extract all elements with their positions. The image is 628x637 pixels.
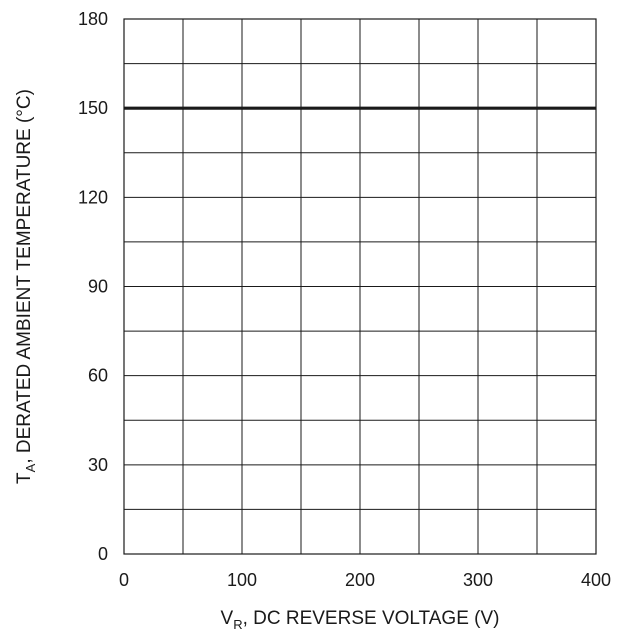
x-axis-subscript: R (233, 617, 242, 632)
y-axis-subscript: A (23, 463, 38, 472)
y-axis-text: , DERATED AMBIENT TEMPERATURE (°C) (14, 89, 35, 464)
x-tick-label: 200 (345, 570, 375, 590)
y-tick-label: 180 (78, 9, 108, 29)
y-axis-title: TA, DERATED AMBIENT TEMPERATURE (°C) (14, 89, 38, 484)
x-axis-symbol: V (221, 608, 234, 629)
x-tick-label: 300 (463, 570, 493, 590)
y-tick-label: 30 (88, 455, 108, 475)
y-axis-symbol: T (14, 472, 35, 484)
x-tick-label: 100 (227, 570, 257, 590)
x-axis-text: , DC REVERSE VOLTAGE (V) (243, 608, 500, 629)
x-tick-label: 400 (581, 570, 611, 590)
y-tick-label: 60 (88, 366, 108, 386)
y-tick-label: 90 (88, 277, 108, 297)
x-tick-label: 0 (119, 570, 129, 590)
plot-frame (123, 18, 597, 555)
y-tick-label: 0 (98, 544, 108, 564)
grid (124, 19, 596, 554)
y-tick-label: 150 (78, 98, 108, 118)
x-axis-title: VR, DC REVERSE VOLTAGE (V) (221, 608, 500, 632)
x-tick-labels: 0 100 200 300 400 (119, 570, 611, 590)
y-tick-labels: 0 30 60 90 120 150 180 (78, 9, 108, 564)
y-tick-label: 120 (78, 187, 108, 207)
